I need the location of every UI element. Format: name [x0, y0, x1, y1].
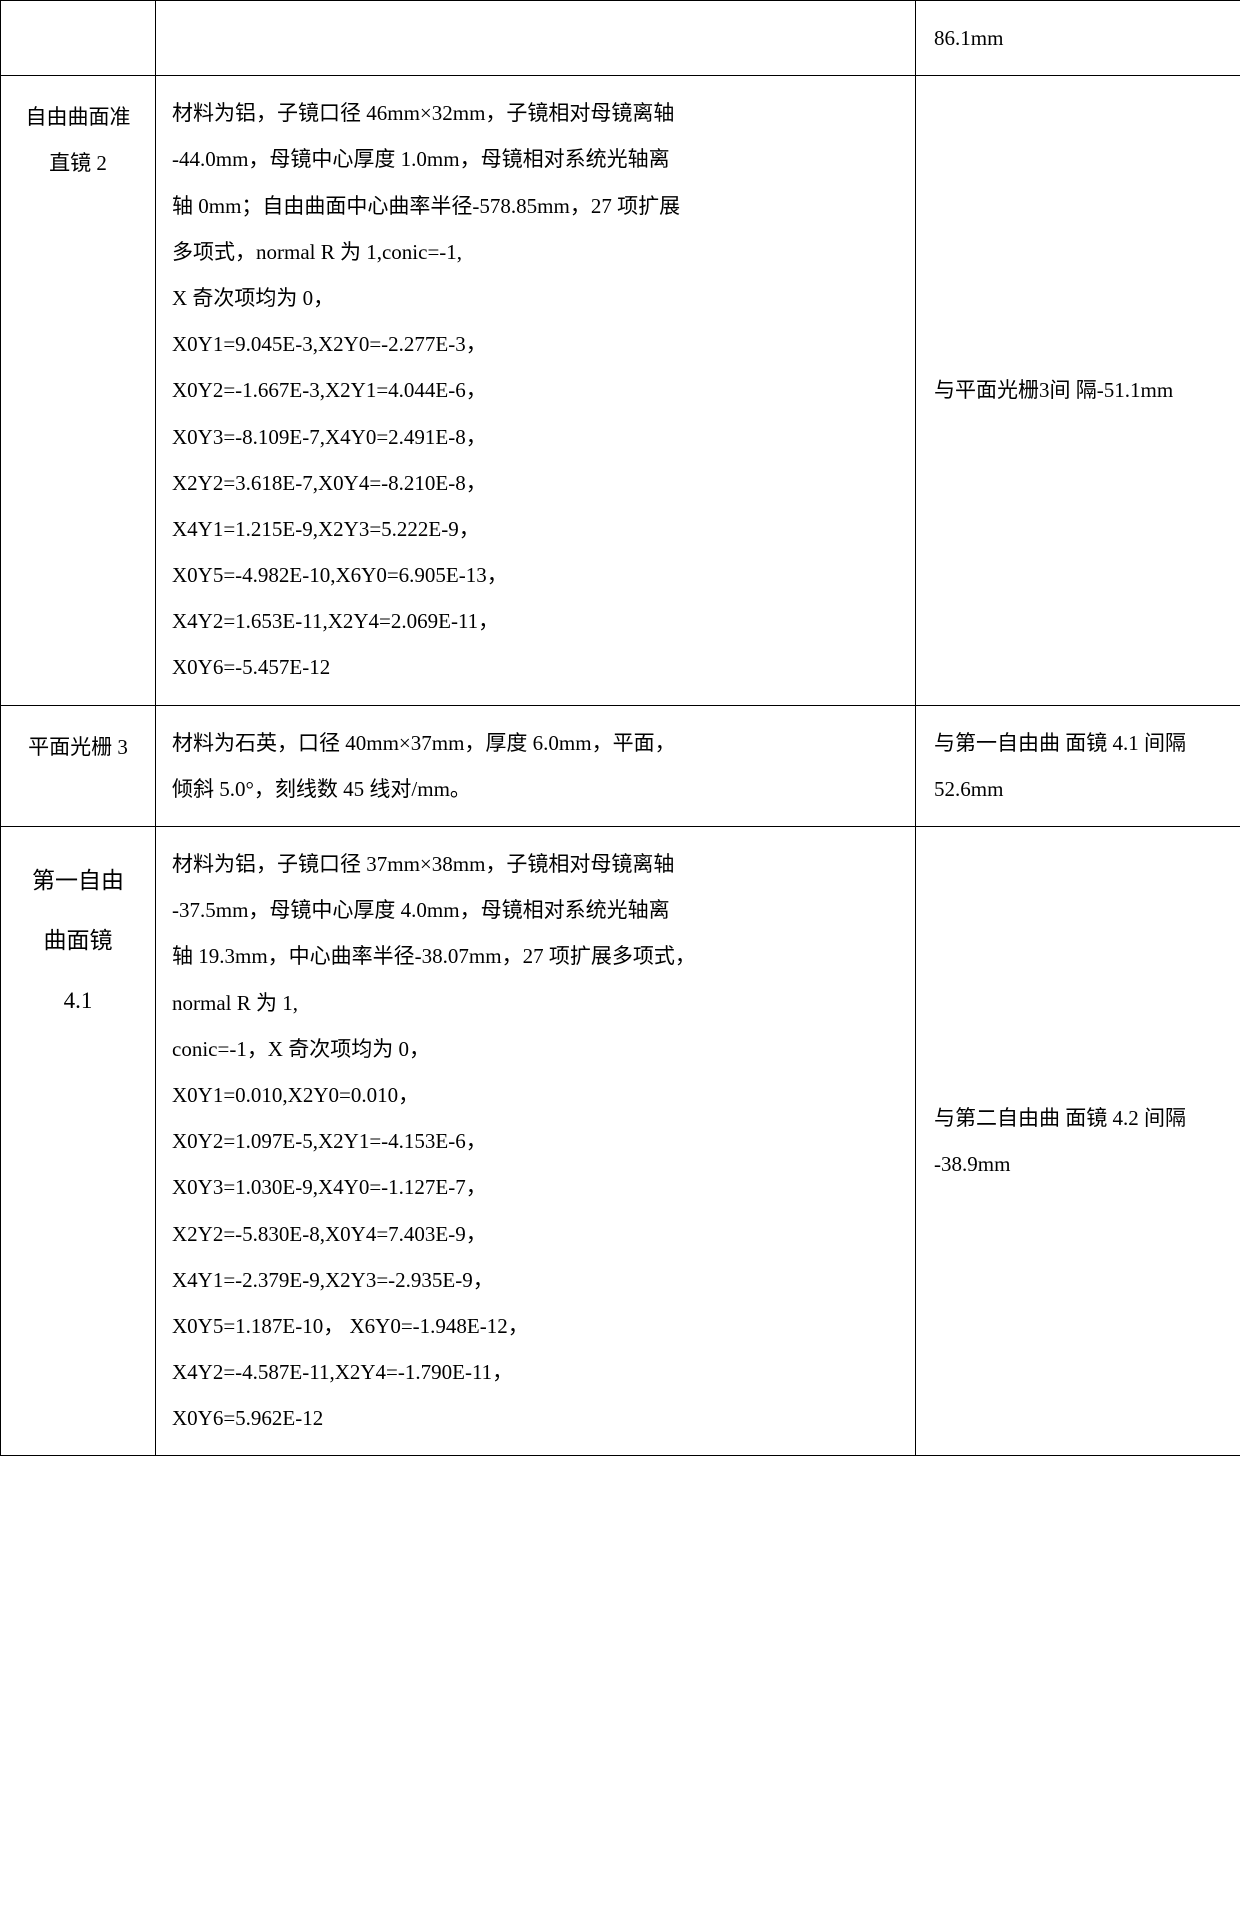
- text-line: X0Y5=1.187E-10， X6Y0=-1.948E-12，: [172, 1303, 899, 1349]
- cell-r0-c2: [156, 1, 916, 76]
- text-line: 与平面光栅3间: [934, 378, 1071, 402]
- text-line: X2Y2=3.618E-7,X0Y4=-8.210E-8，: [172, 460, 899, 506]
- text-line: 4.1: [17, 971, 139, 1031]
- text-line: normal R 为 1,: [172, 980, 899, 1026]
- text-line: 直镜 2: [17, 140, 139, 186]
- text-line: X0Y5=-4.982E-10,X6Y0=6.905E-13，: [172, 552, 899, 598]
- page: 86.1mm 自由曲面准 直镜 2 材料为铝，子镜口径 46mm×32mm，子镜…: [0, 0, 1240, 1456]
- text-line: 材料为石英，口径 40mm×37mm，厚度 6.0mm，平面，: [172, 720, 899, 766]
- text-line: 材料为铝，子镜口径 37mm×38mm，子镜相对母镜离轴: [172, 841, 899, 887]
- text-line: X0Y2=-1.667E-3,X2Y1=4.044E-6，: [172, 367, 899, 413]
- text-line: 轴 0mm；自由曲面中心曲率半径-578.85mm，27 项扩展: [172, 183, 899, 229]
- text-line: X0Y1=9.045E-3,X2Y0=-2.277E-3，: [172, 321, 899, 367]
- text-line: 轴 19.3mm，中心曲率半径-38.07mm，27 项扩展多项式，: [172, 933, 899, 979]
- text-line: 与第一自由曲: [934, 731, 1060, 755]
- cell-r3-c3: 与第二自由曲 面镜 4.2 间隔 -38.9mm: [916, 827, 1240, 1456]
- cell-r2-c1: 平面光栅 3: [1, 705, 156, 826]
- text-line: 多项式，normal R 为 1,conic=-1,: [172, 229, 899, 275]
- text-line: 面镜 4.2 间隔: [1065, 1106, 1186, 1130]
- text-line: conic=-1，X 奇次项均为 0，: [172, 1026, 899, 1072]
- text-line: X0Y1=0.010,X2Y0=0.010，: [172, 1072, 899, 1118]
- table-row: 第一自由 曲面镜 4.1 材料为铝，子镜口径 37mm×38mm，子镜相对母镜离…: [1, 827, 1240, 1456]
- cell-r2-c3: 与第一自由曲 面镜 4.1 间隔 52.6mm: [916, 705, 1240, 826]
- text-line: 隔-51.1mm: [1076, 378, 1173, 402]
- text-line: 材料为铝，子镜口径 46mm×32mm，子镜相对母镜离轴: [172, 90, 899, 136]
- text-line: -37.5mm，母镜中心厚度 4.0mm，母镜相对系统光轴离: [172, 887, 899, 933]
- table-row: 自由曲面准 直镜 2 材料为铝，子镜口径 46mm×32mm，子镜相对母镜离轴 …: [1, 76, 1240, 705]
- text-line: X0Y3=1.030E-9,X4Y0=-1.127E-7，: [172, 1164, 899, 1210]
- text-line: 面镜 4.1 间隔: [1065, 731, 1186, 755]
- table-row: 86.1mm: [1, 1, 1240, 76]
- text-line: X0Y6=-5.457E-12: [172, 644, 899, 690]
- text-line: X4Y2=-4.587E-11,X2Y4=-1.790E-11，: [172, 1349, 899, 1395]
- text-line: X0Y3=-8.109E-7,X4Y0=2.491E-8，: [172, 414, 899, 460]
- text-line: X0Y2=1.097E-5,X2Y1=-4.153E-6，: [172, 1118, 899, 1164]
- cell-r1-c1: 自由曲面准 直镜 2: [1, 76, 156, 705]
- text-line: 52.6mm: [934, 777, 1003, 801]
- cell-r2-c2: 材料为石英，口径 40mm×37mm，厚度 6.0mm，平面， 倾斜 5.0°，…: [156, 705, 916, 826]
- cell-r3-c2: 材料为铝，子镜口径 37mm×38mm，子镜相对母镜离轴 -37.5mm，母镜中…: [156, 827, 916, 1456]
- cell-r3-c1: 第一自由 曲面镜 4.1: [1, 827, 156, 1456]
- cell-r1-c2: 材料为铝，子镜口径 46mm×32mm，子镜相对母镜离轴 -44.0mm，母镜中…: [156, 76, 916, 705]
- spec-table: 86.1mm 自由曲面准 直镜 2 材料为铝，子镜口径 46mm×32mm，子镜…: [0, 0, 1240, 1456]
- text-line: X2Y2=-5.830E-8,X0Y4=7.403E-9，: [172, 1211, 899, 1257]
- text-line: X4Y1=-2.379E-9,X2Y3=-2.935E-9，: [172, 1257, 899, 1303]
- text-line: X 奇次项均为 0，: [172, 275, 899, 321]
- text-line: 曲面镜: [17, 911, 139, 971]
- text-line: 倾斜 5.0°，刻线数 45 线对/mm。: [172, 766, 899, 812]
- text-line: 自由曲面准: [17, 94, 139, 140]
- text-line: -38.9mm: [934, 1152, 1010, 1176]
- cell-r1-c3: 与平面光栅3间 隔-51.1mm: [916, 76, 1240, 705]
- text-line: -44.0mm，母镜中心厚度 1.0mm，母镜相对系统光轴离: [172, 136, 899, 182]
- cell-r0-c3: 86.1mm: [916, 1, 1240, 76]
- table-row: 平面光栅 3 材料为石英，口径 40mm×37mm，厚度 6.0mm，平面， 倾…: [1, 705, 1240, 826]
- text-line: 与第二自由曲: [934, 1106, 1060, 1130]
- text-line: X0Y6=5.962E-12: [172, 1395, 899, 1441]
- text-line: X4Y2=1.653E-11,X2Y4=2.069E-11，: [172, 598, 899, 644]
- text-line: 第一自由: [17, 851, 139, 911]
- text-line: X4Y1=1.215E-9,X2Y3=5.222E-9，: [172, 506, 899, 552]
- cell-r0-c1: [1, 1, 156, 76]
